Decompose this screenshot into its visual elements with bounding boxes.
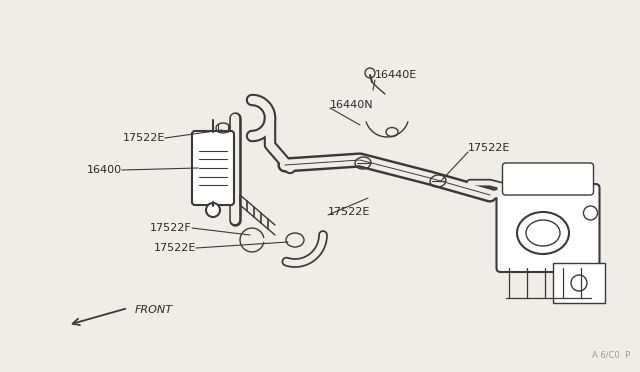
Text: 17522E: 17522E [123,133,165,143]
Circle shape [584,206,598,220]
Text: 16440N: 16440N [330,100,374,110]
Bar [553,263,605,303]
FancyBboxPatch shape [192,131,234,205]
FancyBboxPatch shape [497,184,600,272]
Circle shape [206,203,220,217]
FancyBboxPatch shape [502,163,593,195]
Text: 17522E: 17522E [468,143,510,153]
Text: 16440E: 16440E [375,70,417,80]
Text: A 6/C0  P: A 6/C0 P [592,351,630,360]
Text: 17522F: 17522F [150,223,192,233]
Text: FRONT: FRONT [135,305,173,315]
Text: 16400: 16400 [87,165,122,175]
Text: 17522E: 17522E [154,243,196,253]
Text: 17522E: 17522E [328,207,371,217]
